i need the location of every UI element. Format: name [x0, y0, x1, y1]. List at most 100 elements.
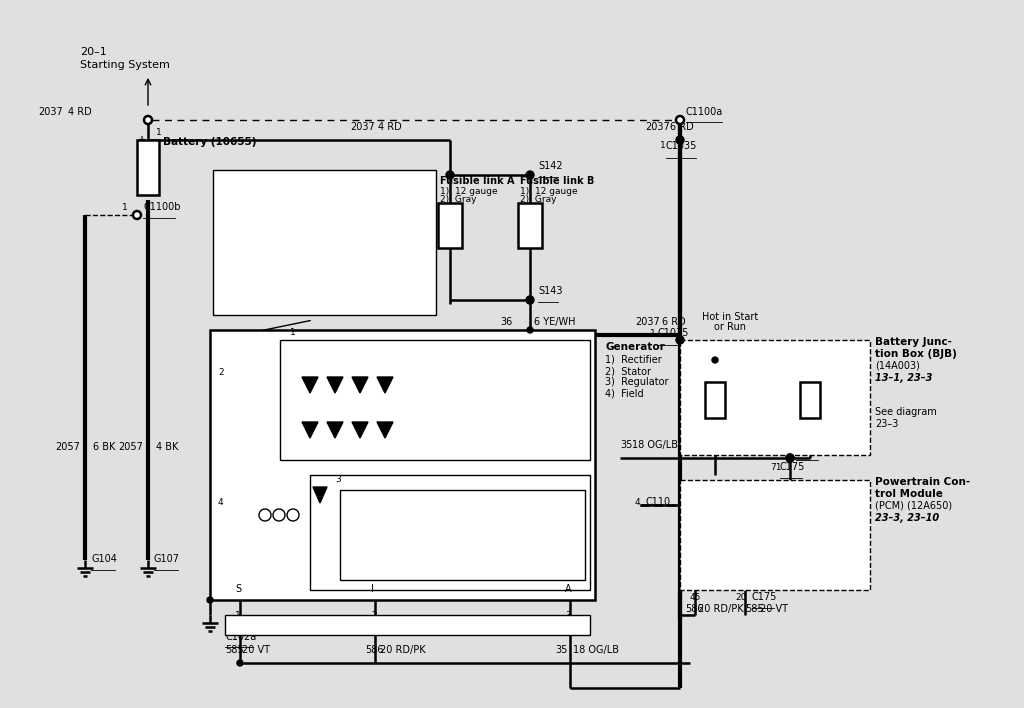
Text: 20 RD/PK: 20 RD/PK: [698, 604, 743, 614]
Text: 1: 1: [122, 203, 128, 212]
Text: 2: 2: [710, 382, 716, 392]
Bar: [800, 382, 820, 418]
Text: 6 RD: 6 RD: [670, 122, 693, 132]
Text: 2057: 2057: [118, 442, 143, 452]
Text: 2)  Gray: 2) Gray: [520, 195, 556, 203]
Text: S143: S143: [538, 286, 562, 296]
Text: 1: 1: [234, 611, 241, 620]
Text: A: A: [565, 584, 571, 594]
Bar: [225, 615, 590, 635]
Text: 35: 35: [620, 440, 633, 450]
Bar: [310, 475, 590, 590]
Text: 1: 1: [650, 329, 655, 338]
Text: 1)  Rectifier: 1) Rectifier: [605, 355, 662, 365]
Text: 18 RD: 18 RD: [762, 440, 792, 450]
Text: 586: 586: [365, 645, 384, 655]
Text: Fusible link A: Fusible link A: [440, 176, 514, 186]
Polygon shape: [377, 422, 393, 438]
Text: 18 OG/LB: 18 OG/LB: [632, 440, 678, 450]
Text: 361: 361: [745, 440, 763, 450]
Text: 4)  Field: 4) Field: [605, 388, 644, 398]
Text: I: I: [371, 584, 374, 594]
Text: C175: C175: [752, 592, 777, 602]
Circle shape: [527, 327, 534, 333]
Text: With voltage applied, generator is activated, al-
lowing current to flow from se: With voltage applied, generator is activ…: [218, 178, 429, 287]
Bar: [280, 340, 590, 460]
Polygon shape: [352, 377, 368, 393]
Text: 36: 36: [500, 317, 512, 327]
Text: 1: 1: [156, 128, 162, 137]
Text: 3: 3: [565, 611, 570, 620]
Text: 6 BK: 6 BK: [93, 442, 116, 452]
Circle shape: [526, 171, 534, 179]
Circle shape: [144, 116, 152, 124]
Text: 20: 20: [735, 593, 746, 602]
Circle shape: [712, 357, 718, 363]
Text: 23–3: 23–3: [874, 419, 898, 429]
Polygon shape: [313, 487, 327, 503]
Text: Powertrain Con-: Powertrain Con-: [874, 477, 970, 487]
Text: (PCM) (12A650): (PCM) (12A650): [874, 501, 952, 511]
Text: 2037: 2037: [350, 122, 375, 132]
Text: –: –: [138, 182, 144, 195]
Polygon shape: [352, 422, 368, 438]
Text: F1.13: F1.13: [705, 414, 732, 424]
Text: Hot in Start: Hot in Start: [701, 312, 758, 322]
Circle shape: [446, 171, 454, 179]
Text: 13–1, 23–3: 13–1, 23–3: [874, 373, 933, 383]
Text: 2: 2: [805, 382, 811, 392]
Text: VPWR: VPWR: [770, 492, 805, 502]
Text: 1)  12 gauge: 1) 12 gauge: [440, 186, 498, 195]
Text: 20–1: 20–1: [80, 47, 106, 57]
Text: 4 RD: 4 RD: [68, 107, 92, 117]
Bar: [340, 490, 585, 580]
Text: tion Box (BJB): tion Box (BJB): [874, 349, 956, 359]
Polygon shape: [327, 377, 343, 393]
Text: S105: S105: [796, 444, 820, 454]
Text: C110: C110: [645, 497, 670, 507]
Text: 585: 585: [745, 604, 764, 614]
Text: trol Module: trol Module: [874, 489, 943, 499]
Text: C102b: C102b: [534, 332, 565, 342]
Text: 2037: 2037: [635, 317, 659, 327]
Text: 585: 585: [225, 645, 244, 655]
Text: 2037: 2037: [645, 122, 670, 132]
Text: 23–3, 23–10: 23–3, 23–10: [874, 513, 939, 523]
Circle shape: [676, 136, 684, 144]
Polygon shape: [302, 422, 318, 438]
Text: 4: 4: [635, 498, 641, 507]
Text: C1100b: C1100b: [143, 202, 180, 212]
Polygon shape: [327, 422, 343, 438]
Text: Fusible link B: Fusible link B: [520, 176, 594, 186]
Text: 2057: 2057: [55, 442, 80, 452]
Text: 6 RD: 6 RD: [662, 317, 686, 327]
Bar: [518, 202, 542, 248]
Bar: [705, 382, 725, 418]
Circle shape: [786, 454, 794, 462]
Text: 35: 35: [555, 645, 567, 655]
Text: 1: 1: [290, 328, 296, 337]
Bar: [680, 480, 870, 590]
Text: 15A: 15A: [805, 424, 824, 434]
Text: 71: 71: [770, 463, 781, 472]
Text: 1: 1: [506, 333, 512, 342]
Text: See diagram: See diagram: [874, 407, 937, 417]
Polygon shape: [377, 377, 393, 393]
Text: C1100a: C1100a: [686, 107, 723, 117]
Text: 4: 4: [218, 498, 223, 507]
Bar: [438, 202, 462, 248]
Text: Generator: Generator: [605, 342, 665, 352]
Text: 2037: 2037: [38, 107, 62, 117]
Text: G104: G104: [91, 554, 117, 564]
Text: C1035: C1035: [658, 328, 689, 338]
Text: 18 OG/LB: 18 OG/LB: [573, 645, 618, 655]
Text: 1)  12 gauge: 1) 12 gauge: [520, 186, 578, 195]
Text: 20 VT: 20 VT: [242, 645, 270, 655]
Circle shape: [786, 454, 794, 462]
Text: 6 YE/WH: 6 YE/WH: [534, 317, 575, 327]
Bar: [210, 330, 595, 600]
Text: 3: 3: [335, 475, 341, 484]
Text: Battery (10655): Battery (10655): [163, 137, 256, 147]
Text: C102a: C102a: [225, 632, 256, 642]
Text: 2: 2: [218, 368, 223, 377]
